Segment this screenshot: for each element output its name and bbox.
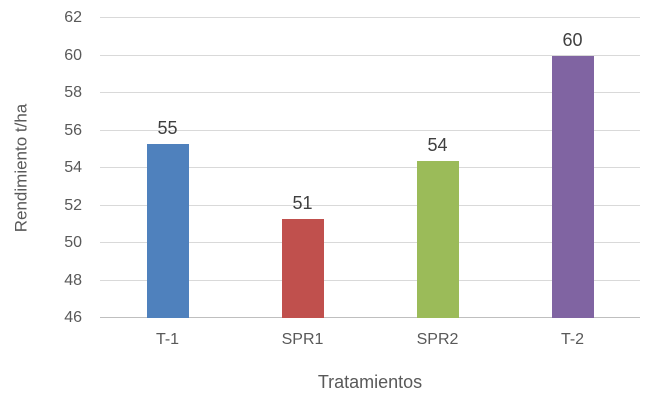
bar-data-label: 60 [562,29,583,50]
gridline [100,54,640,56]
x-axis-title: Tratamientos [317,372,423,392]
bar-t-1 [146,143,189,318]
x-tick-label-t-2: T-2 [560,331,585,348]
y-tick-label: 62 [64,9,82,26]
bar-spr1 [281,218,324,318]
bar-slot-t-1: 55 [100,18,235,318]
bar-data-label: 55 [157,117,178,138]
bar-slot-t-2: 60 [505,18,640,318]
bar-data-label: 54 [427,134,448,155]
y-tick-label: 58 [64,84,82,101]
x-axis-tick-labels: T-1 SPR1 SPR2 T-2 [100,331,640,349]
plot-area: 55 51 54 60 [100,17,640,318]
bar-data-label: 51 [292,192,313,213]
gridline [100,279,640,281]
y-tick-label: 50 [64,234,82,251]
y-tick-label: 54 [64,159,82,176]
bar-slot-spr2: 54 [370,18,505,318]
y-tick-label: 48 [64,271,82,289]
x-tick-label-spr1: SPR1 [281,331,324,348]
y-axis-tick-labels: 46 48 50 52 54 56 58 60 62 [0,10,90,326]
bar-spr2 [416,160,459,318]
y-tick-label: 56 [64,121,82,139]
y-tick-label: 52 [64,196,82,214]
gridline [100,167,640,168]
y-tick-label: 46 [64,309,82,326]
gridline [100,204,640,206]
gridline [100,92,640,93]
bars-layer: 55 51 54 60 [100,18,640,318]
gridline [100,242,640,243]
gridline [100,17,640,18]
bar-slot-spr1: 51 [235,18,370,318]
y-tick-label: 60 [64,46,82,64]
x-tick-label-t-1: T-1 [155,331,180,348]
x-tick-label-spr2: SPR2 [416,331,459,348]
x-axis-line [100,317,640,318]
bar-t-2 [551,55,594,318]
gridline [100,129,640,131]
